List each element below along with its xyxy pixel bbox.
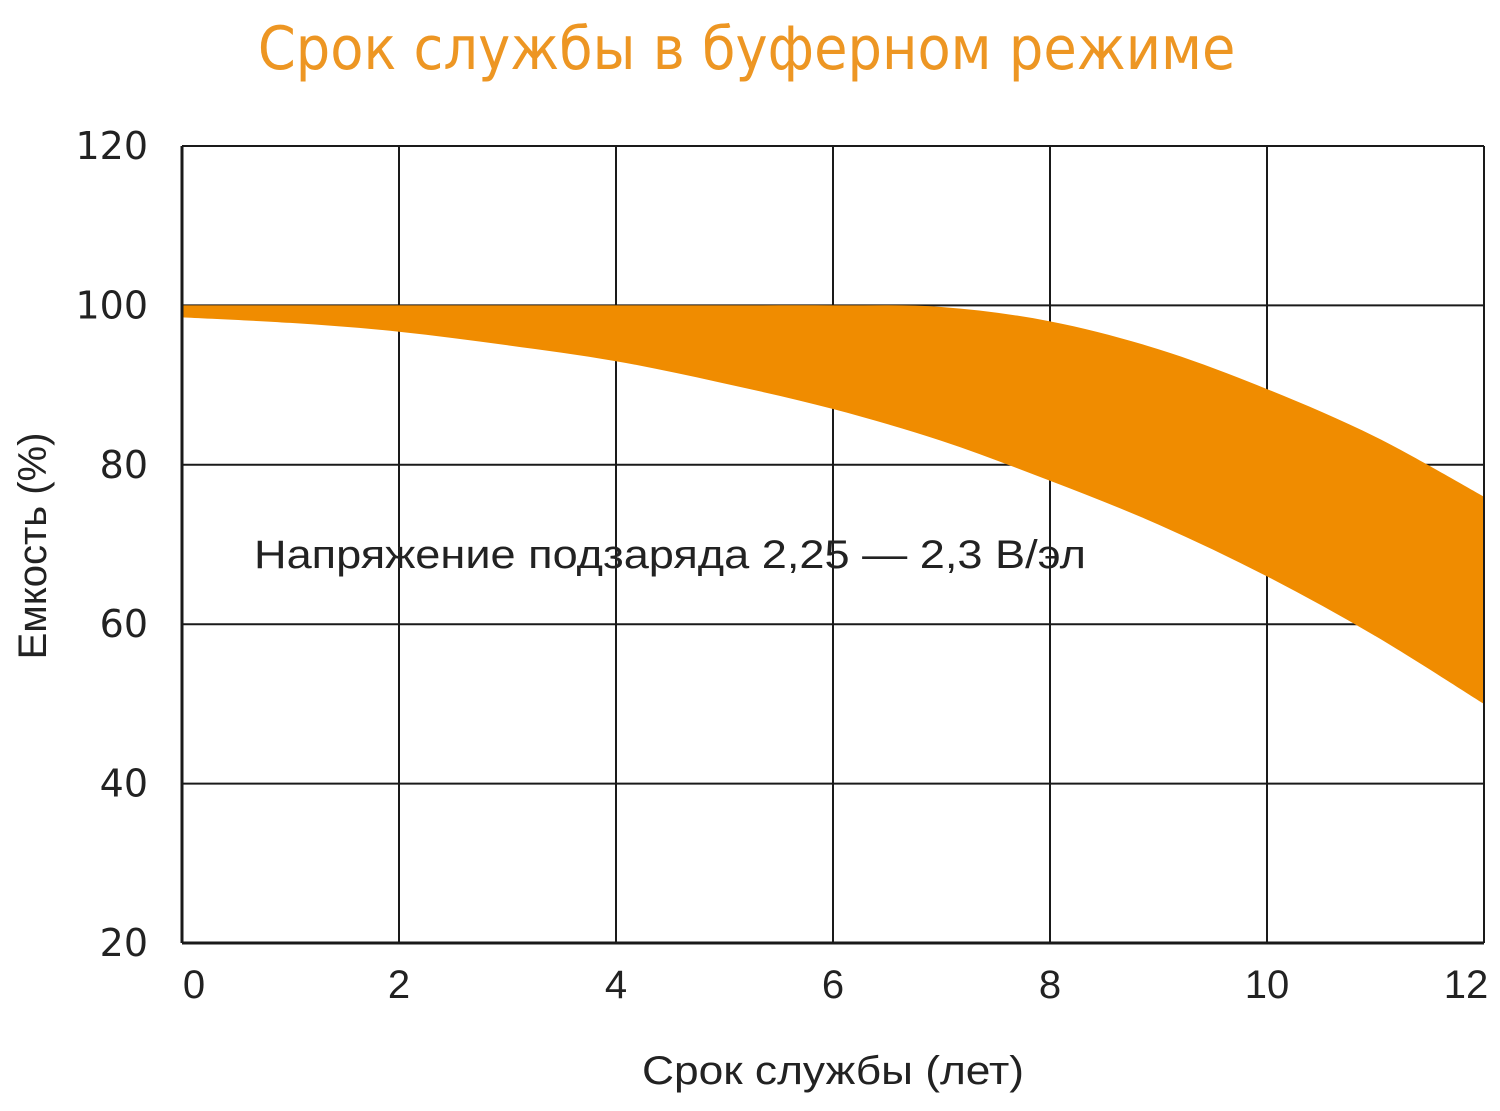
x-axis-ticks: 0 2 4 6 8 10 12	[183, 963, 1488, 1007]
x-tick-label: 2	[388, 963, 410, 1007]
x-tick-label: 10	[1245, 963, 1290, 1007]
y-tick-label: 80	[100, 443, 148, 487]
y-tick-label: 100	[75, 283, 148, 327]
x-tick-label: 8	[1039, 963, 1061, 1007]
x-axis-label: Срок службы (лет)	[642, 1049, 1024, 1093]
capacity-band-area	[182, 305, 1484, 704]
y-tick-label: 120	[75, 124, 148, 168]
x-tick-label: 4	[605, 963, 627, 1007]
x-tick-label: 6	[822, 963, 844, 1007]
x-tick-label: 0	[183, 963, 205, 1007]
chart-title: Срок службы в буферном режиме	[257, 14, 1236, 84]
plot-frame	[180, 145, 1485, 945]
y-axis-label: Емкость (%)	[11, 433, 55, 660]
y-tick-label: 20	[100, 921, 148, 965]
charge-voltage-annotation: Напряжение подзаряда 2,25 — 2,3 В/эл	[254, 533, 1086, 577]
y-axis-ticks: 20 40 60 80 100 120	[75, 124, 148, 965]
y-tick-label: 60	[100, 602, 148, 646]
x-tick-label: 12	[1444, 963, 1489, 1007]
y-tick-label: 40	[100, 762, 148, 806]
